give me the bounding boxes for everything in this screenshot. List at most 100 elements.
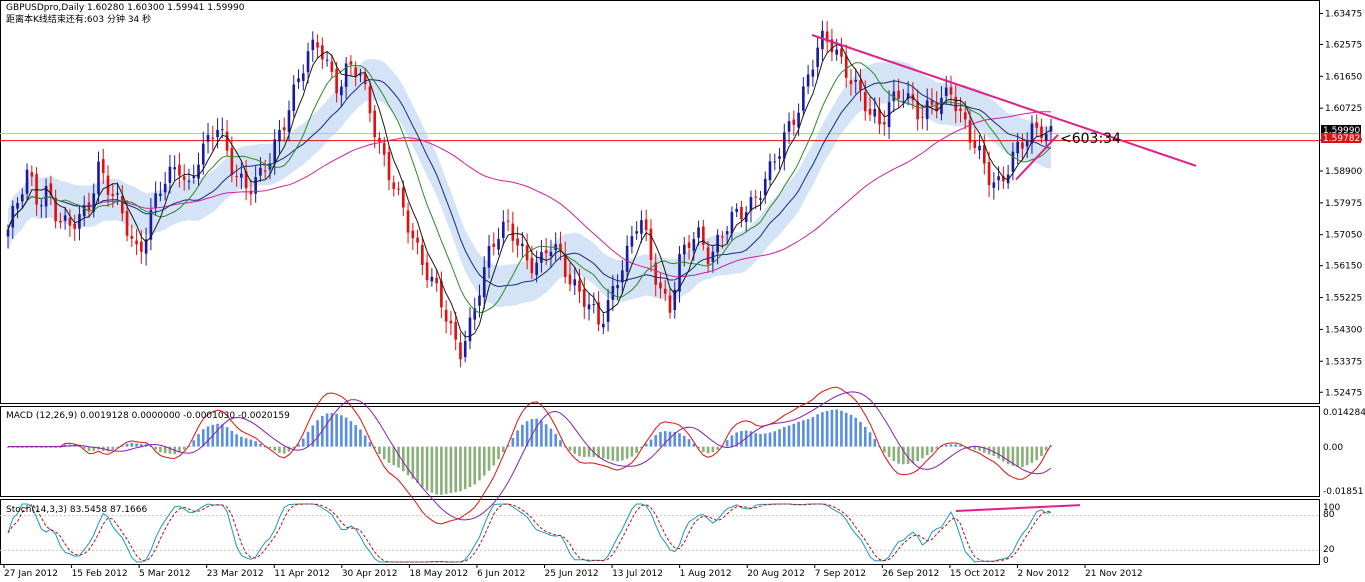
candle-body [840, 48, 843, 57]
macd-hist-bar [978, 446, 981, 451]
candle-body [673, 289, 677, 310]
candle-body [954, 96, 958, 112]
macd-hist-bar [440, 446, 443, 495]
macd-hist-bar [416, 446, 419, 484]
macd-hist-bar [811, 417, 815, 447]
macd-hist-bar [630, 446, 634, 457]
macd-hist-bar [182, 446, 186, 450]
candle-body [330, 61, 334, 72]
candle-body [549, 251, 553, 257]
macd-hist-bar [282, 446, 286, 454]
macd-hist-bar [197, 434, 200, 447]
macd-hist-bar [668, 431, 672, 447]
candle-body [63, 215, 67, 221]
candle-body [301, 73, 305, 81]
candle-body [463, 341, 467, 358]
candle-body [30, 172, 34, 177]
macd-hist-bar [973, 446, 977, 450]
macd-hist-bar [149, 445, 153, 447]
candle-body [187, 180, 191, 182]
macd-hist-bar [325, 413, 329, 447]
stoch-tick-20: 20 [1323, 545, 1335, 555]
macd-hist-bar [425, 446, 429, 491]
macd-hist-bar [306, 431, 310, 447]
candle-body [521, 243, 524, 247]
macd-hist-bar [692, 443, 696, 447]
candle-body [416, 237, 419, 243]
macd-hist-bar [16, 446, 19, 448]
x-tick-label: 30 Apr 2012 [342, 569, 398, 579]
candle-body [559, 243, 562, 252]
macd-hist-bar [120, 445, 124, 447]
macd-hist-bar [349, 421, 353, 447]
macd-hist-bar [411, 446, 415, 479]
candle-body [292, 84, 296, 111]
macd-hist-bar [382, 446, 386, 460]
candle-body [897, 90, 900, 99]
macd-hist-bar [206, 426, 210, 447]
macd-hist-bar [530, 419, 534, 447]
macd-hist-bar [216, 423, 219, 447]
candle-body [54, 197, 57, 222]
x-tick-label: 21 Nov 2012 [1085, 569, 1143, 579]
macd-panel[interactable] [0, 406, 1320, 497]
macd-hist-bar [849, 414, 853, 447]
candle-body [287, 110, 291, 132]
macd-hist-bar [768, 432, 772, 447]
macd-hist-bar [273, 446, 277, 451]
candle-body [444, 309, 448, 322]
level-price-tag: 1.59782 [1323, 134, 1360, 144]
macd-hist-bar [606, 446, 610, 460]
level-price-tag-box [1321, 133, 1361, 143]
candle-body [773, 161, 777, 163]
candle-body [454, 321, 457, 340]
macd-hist-bar [940, 446, 943, 448]
macd-hist-bar [116, 446, 119, 448]
candle-body [225, 131, 229, 151]
candle-body [492, 243, 496, 247]
candle-body [192, 176, 196, 179]
x-tick-label: 15 Feb 2012 [72, 569, 128, 579]
candle-body [587, 304, 591, 310]
candle-body [211, 137, 215, 139]
macd-hist-bar [140, 444, 143, 447]
candle-body [849, 80, 853, 84]
macd-hist-bar [92, 446, 96, 451]
candle-body [511, 223, 515, 241]
macd-hist-bar [792, 423, 796, 447]
support-trendline [1015, 134, 1059, 181]
candle-body [135, 240, 138, 245]
stoch-panel[interactable] [0, 499, 1320, 565]
macd-hist-bar [473, 446, 477, 485]
candle-body [582, 289, 586, 307]
candle-body [616, 285, 619, 289]
macd-hist-bar [482, 446, 486, 476]
macd-hist-bar [111, 446, 115, 450]
candle-body [159, 193, 162, 196]
candle-body [430, 276, 434, 282]
candle-body [92, 193, 96, 212]
candle-body [925, 100, 929, 120]
macd-hist-bar [887, 446, 891, 458]
candle-body [602, 323, 605, 328]
macd-hist-bar [354, 425, 357, 447]
macd-hist-bar [240, 436, 243, 447]
candle-body [235, 176, 238, 178]
macd-hist-bar [378, 446, 381, 455]
macd-hist-bar [1044, 446, 1048, 451]
candle-body [16, 202, 19, 209]
candle-body [263, 170, 267, 172]
macd-hist-bar [49, 446, 53, 448]
macd-hist-bar [968, 446, 972, 449]
macd-hist-bar [221, 424, 224, 447]
macd-hist-bar [882, 446, 886, 453]
macd-hist-bar [697, 446, 700, 449]
candle-body [363, 73, 367, 85]
candle-body [449, 320, 453, 324]
macd-hist-bar [582, 446, 586, 458]
macd-hist-bar [1016, 446, 1019, 467]
macd-hist-bar [178, 446, 181, 453]
candle-body [392, 182, 396, 189]
macd-hist-bar [225, 427, 229, 447]
